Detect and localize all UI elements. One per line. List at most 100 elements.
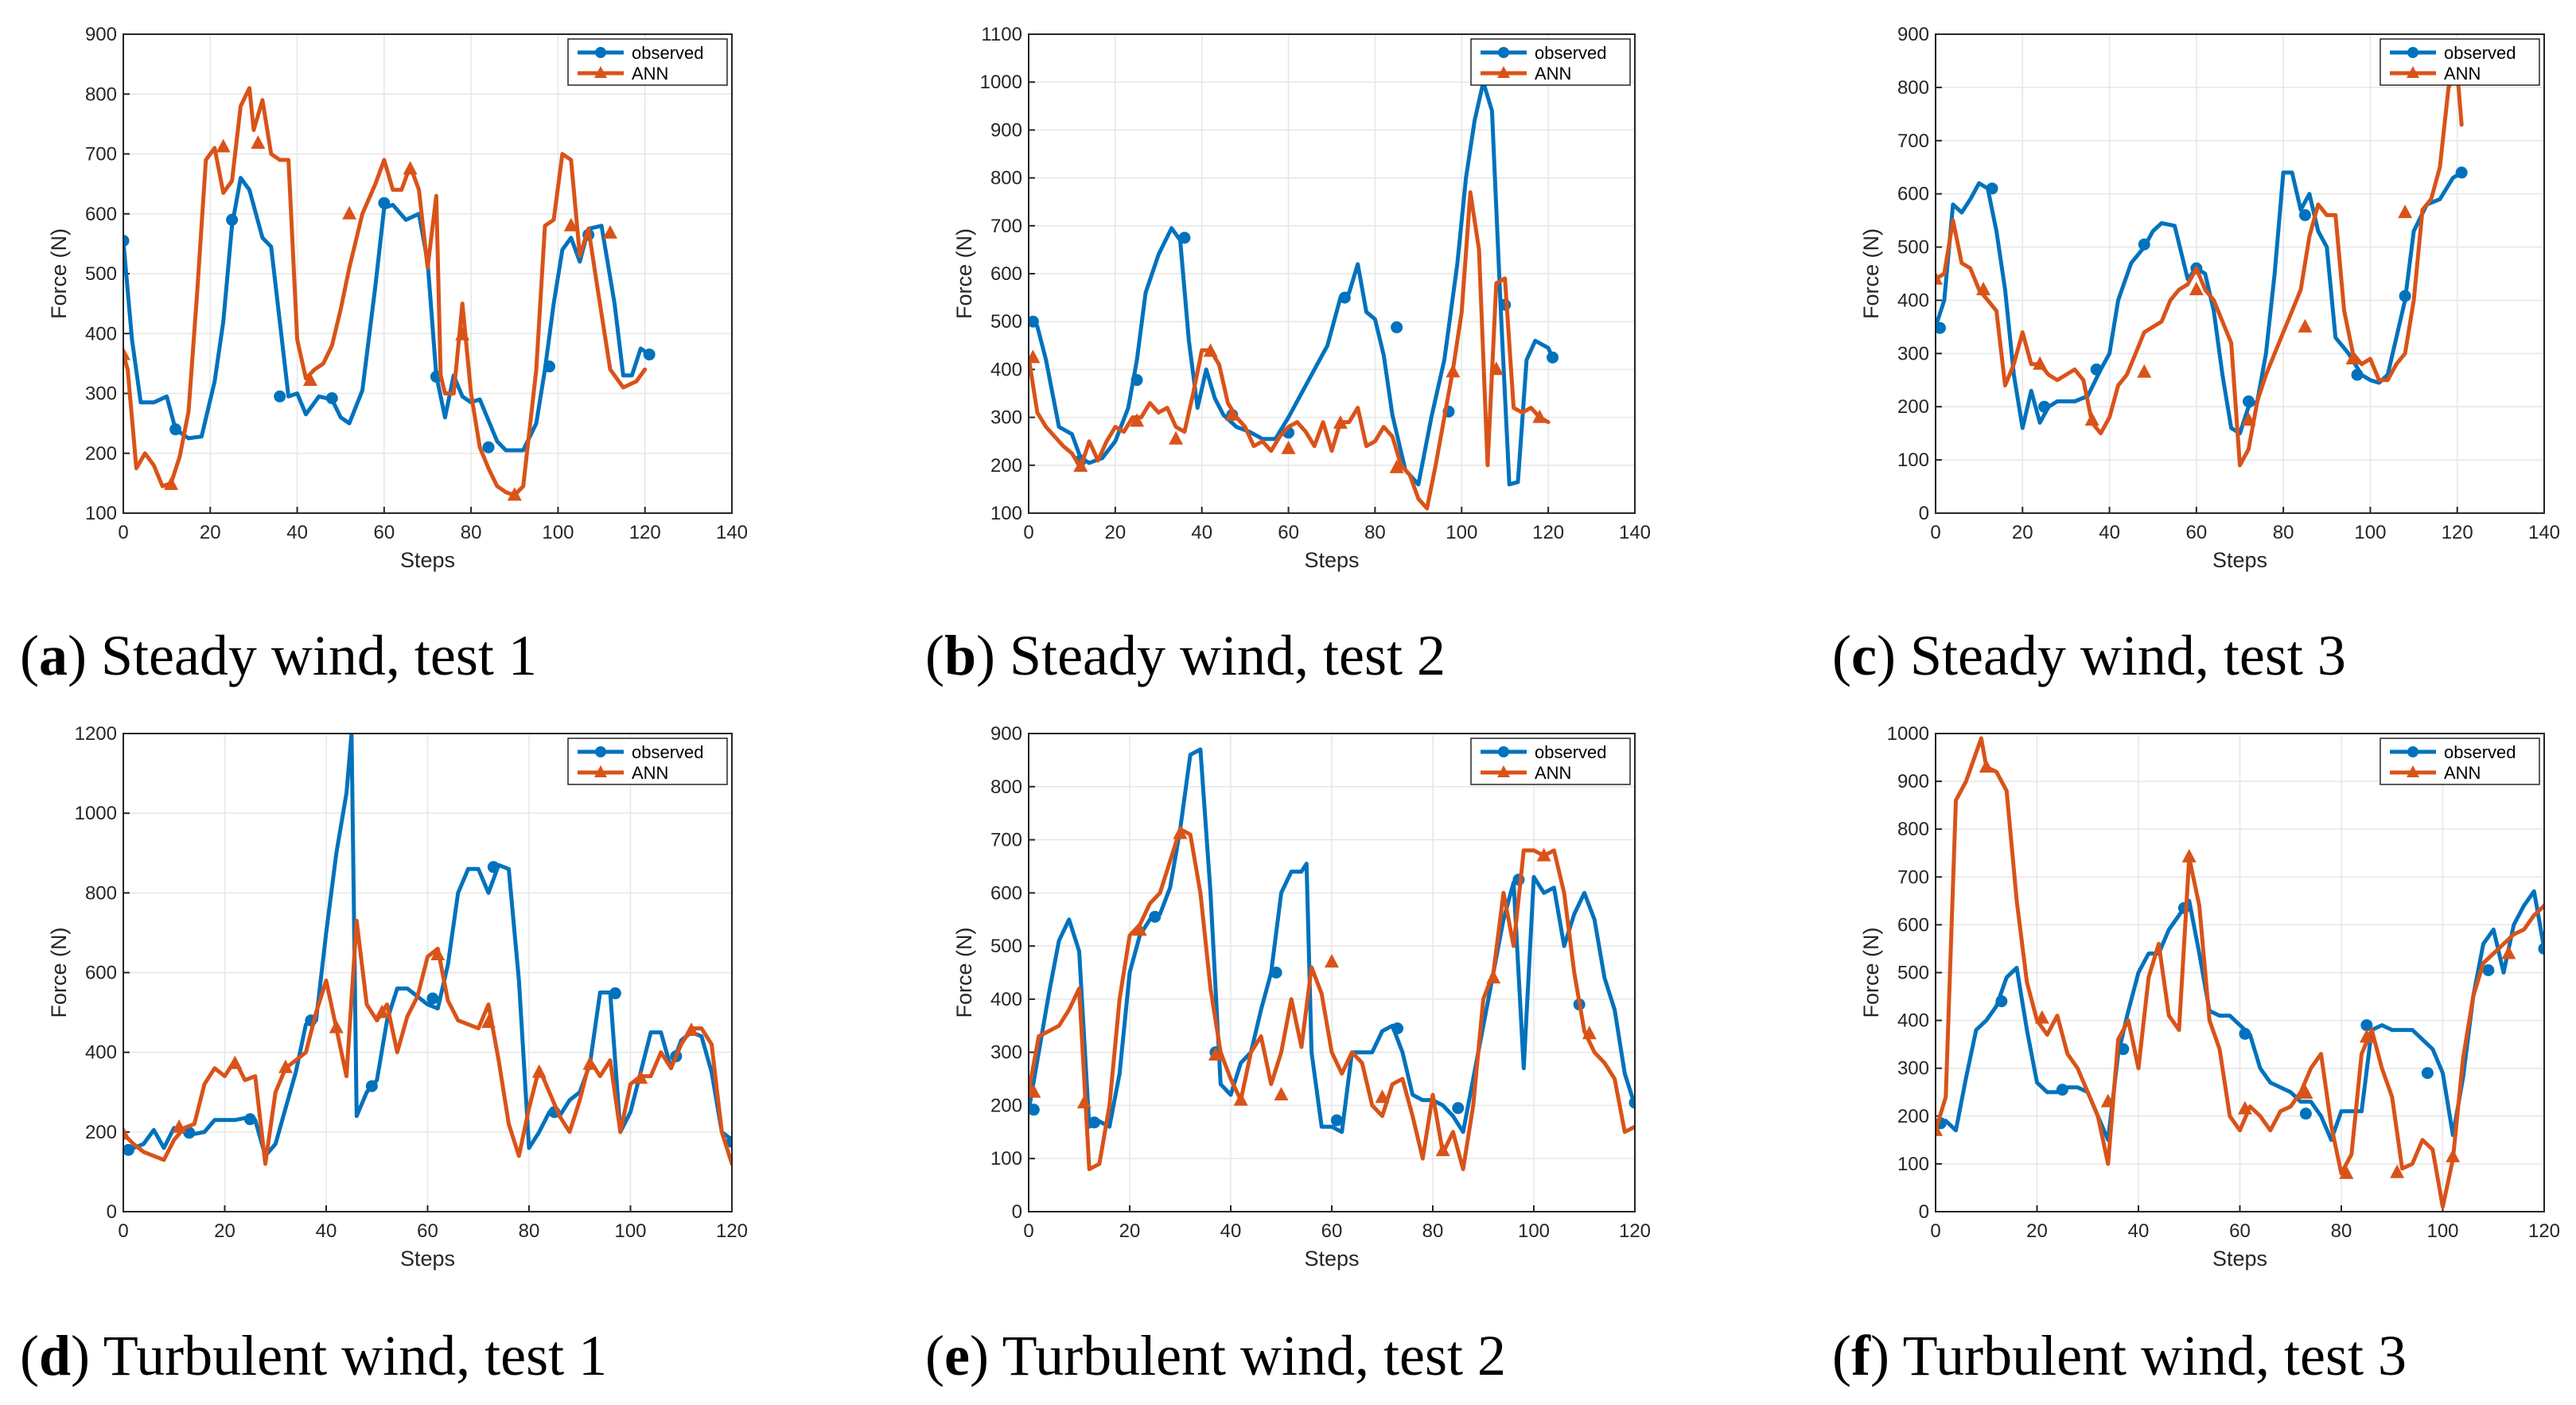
legend-label-observed: observed (632, 742, 704, 762)
marker-observed (2421, 1067, 2434, 1080)
marker-observed (183, 1127, 196, 1139)
marker-ann (329, 1019, 344, 1033)
y-tick-label: 200 (990, 1095, 1022, 1116)
marker-observed (1547, 351, 1559, 364)
caption-close-paren: ) (970, 1324, 989, 1387)
marker-ann (302, 372, 317, 386)
x-tick-label: 100 (1518, 1220, 1550, 1242)
x-tick-label: 0 (1023, 1220, 1033, 1242)
marker-ann (1389, 459, 1404, 473)
y-tick-label: 1000 (1887, 723, 1929, 745)
series-observed (1936, 166, 2468, 436)
marker-observed (1178, 232, 1191, 244)
y-tick-label: 900 (1897, 771, 1929, 792)
marker-ann (1169, 430, 1184, 445)
marker-ann (2137, 364, 2152, 378)
marker-observed (2117, 1043, 2130, 1056)
y-tick-label: 100 (990, 1148, 1022, 1170)
plot-frame (1028, 733, 1636, 1212)
marker-ann (633, 1070, 648, 1084)
marker-observed (2242, 395, 2255, 408)
y-axis-label: Force (N) (47, 228, 71, 319)
marker-observed (123, 1143, 134, 1156)
y-tick-label: 100 (1897, 450, 1929, 471)
caption-f: (f) Turbulent wind, test 3 (1832, 1324, 2407, 1387)
marker-ann (1233, 1092, 1248, 1106)
y-tick-label: 700 (85, 144, 117, 165)
marker-observed (2455, 166, 2468, 179)
marker-observed (2399, 290, 2411, 302)
x-tick-label: 120 (2442, 522, 2473, 543)
y-tick-label: 600 (85, 204, 117, 225)
legend-marker-ann (594, 765, 607, 777)
x-tick-label: 120 (2528, 1220, 2560, 1242)
y-tick-label: 300 (990, 1042, 1022, 1064)
chart-b: 0 20 40 60 80 100 120 140 100 200 300 400 500 600 700 8… (952, 24, 1651, 572)
x-tick-label: 120 (629, 522, 661, 543)
marker-ann (1132, 922, 1147, 936)
x-tick-label: 40 (1191, 522, 1212, 543)
x-tick-label: 80 (1422, 1220, 1444, 1242)
y-tick-label: 900 (1897, 24, 1929, 45)
x-tick-label: 120 (716, 1220, 748, 1242)
legend-label-ann: ANN (632, 64, 668, 84)
caption-letter: e (944, 1324, 970, 1387)
legend-label-observed: observed (2444, 43, 2516, 63)
x-tick-label: 20 (2012, 522, 2033, 543)
chart-a: 0 20 40 60 80 100 120 140 100 200 300 400 500 600 700 8… (47, 24, 748, 572)
y-tick-label: 500 (1897, 963, 1929, 984)
marker-ann (455, 326, 470, 341)
y-tick-label: 500 (990, 936, 1022, 957)
chart-e: 0 20 40 60 80 100 120 0 100 200 300 400 500 600 700 800… (952, 723, 1651, 1271)
y-tick-label: 200 (990, 455, 1022, 477)
marker-observed (2239, 1027, 2251, 1040)
x-tick-label: 20 (214, 1220, 235, 1242)
marker-observed (169, 423, 182, 436)
marker-observed (1936, 321, 1946, 334)
y-tick-label: 400 (1897, 1010, 1929, 1032)
marker-ann (1325, 954, 1339, 968)
marker-ann (1435, 1142, 1450, 1157)
marker-ann (684, 1022, 698, 1037)
marker-observed (243, 1113, 256, 1126)
legend-marker-observed (595, 47, 606, 58)
series-ann (1029, 190, 1551, 511)
marker-ann (1130, 413, 1145, 427)
caption-text: Steady wind, test 3 (1896, 624, 2346, 687)
y-tick-label: 200 (1897, 1106, 1929, 1127)
marker-ann (1536, 847, 1551, 862)
series-ann (123, 918, 732, 1166)
marker-ann (563, 217, 578, 232)
legend-marker-observed (595, 746, 606, 757)
y-tick-label: 100 (85, 503, 117, 524)
marker-ann (2033, 356, 2048, 370)
marker-observed (2298, 208, 2311, 221)
legend-marker-observed (2407, 47, 2418, 58)
x-tick-label: 80 (2331, 1220, 2352, 1242)
x-tick-label: 100 (2354, 522, 2386, 543)
series-observed (123, 176, 656, 453)
marker-ann (1446, 364, 1461, 378)
x-axis-label: Steps (2212, 548, 2267, 572)
marker-ann (2359, 1029, 2374, 1043)
marker-observed (1088, 1116, 1101, 1129)
y-tick-label: 900 (990, 119, 1022, 141)
marker-ann (1486, 970, 1501, 984)
caption-open-paren: ( (925, 624, 944, 687)
marker-observed (543, 360, 555, 373)
series-ann (1936, 736, 2544, 1209)
x-axis-label: Steps (1304, 1247, 1359, 1271)
marker-ann (2241, 411, 2256, 426)
marker-observed (1029, 315, 1039, 328)
y-tick-label: 1000 (75, 803, 117, 824)
chart-d: 0 20 40 60 80 100 120020040060080010001200Step… (47, 723, 748, 1271)
legend-label-observed: observed (1535, 43, 1607, 63)
x-tick-label: 100 (1446, 522, 1477, 543)
y-tick-label: 800 (1897, 819, 1929, 840)
marker-ann (1274, 1087, 1289, 1101)
marker-ann (2034, 1010, 2049, 1024)
legend-label-observed: observed (632, 43, 704, 63)
legend-label-ann: ANN (632, 763, 668, 783)
